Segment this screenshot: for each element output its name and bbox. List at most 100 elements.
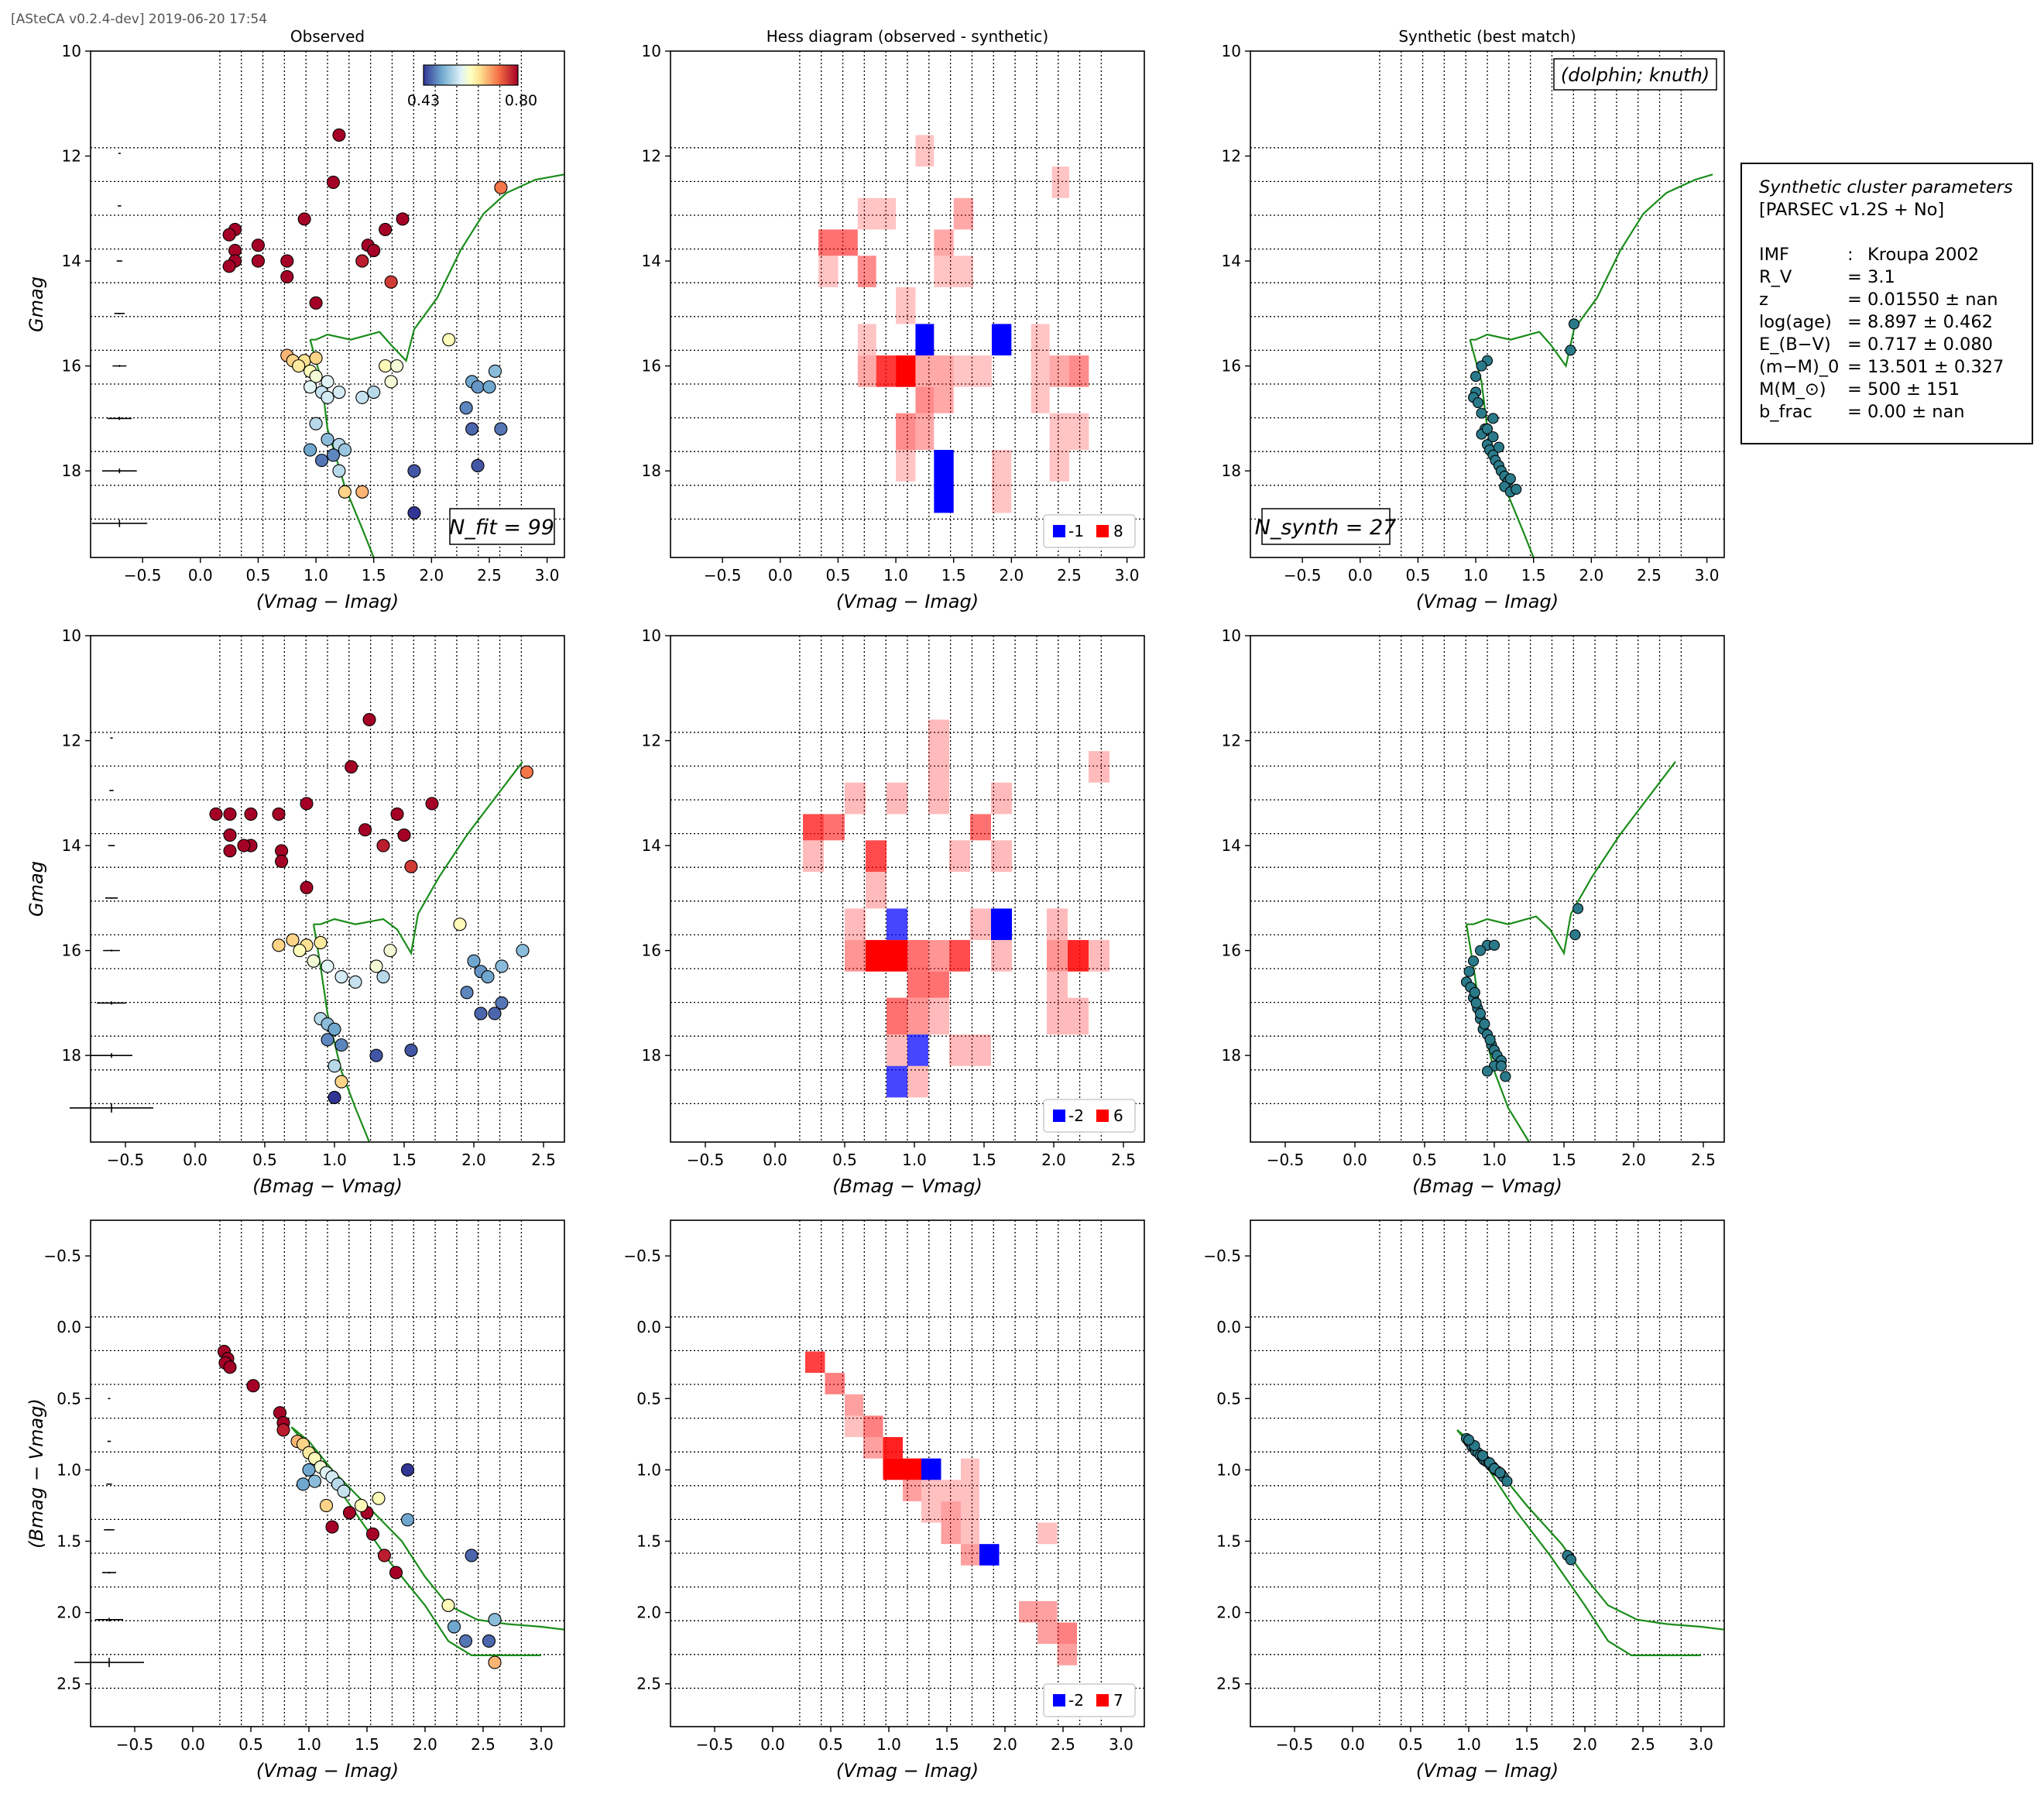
annotation-label: N_fit = 99 bbox=[449, 516, 554, 540]
synthetic-star bbox=[1487, 431, 1499, 443]
hess-cell bbox=[887, 782, 907, 815]
x-tick-label: 2.0 bbox=[999, 566, 1024, 585]
synthetic-star bbox=[1511, 483, 1522, 495]
hess-cell bbox=[907, 997, 928, 1035]
observed-star bbox=[400, 1463, 415, 1477]
y-tick-label: 2.0 bbox=[57, 1604, 81, 1622]
synthetic-star bbox=[1572, 903, 1584, 914]
observed-star bbox=[237, 839, 251, 852]
hess-cell bbox=[915, 324, 935, 356]
observed-star bbox=[467, 954, 481, 968]
observed-star bbox=[407, 506, 421, 520]
param-value: 0.717 ± 0.080 bbox=[1867, 334, 1993, 355]
y-tick-label: 16 bbox=[642, 357, 661, 376]
y-tick-label: 18 bbox=[1222, 461, 1241, 480]
x-tick-label: 2.5 bbox=[1051, 1735, 1075, 1754]
x-tick-label: 0.0 bbox=[188, 566, 213, 585]
hess-legend-pos-label: 7 bbox=[1113, 1691, 1123, 1710]
hess-cell bbox=[857, 355, 876, 387]
param-value: 0.01550 ± nan bbox=[1867, 290, 1998, 310]
x-tick-label: 0.0 bbox=[1348, 566, 1373, 585]
x-tick-label: 3.0 bbox=[1695, 566, 1720, 585]
observed-star bbox=[314, 454, 329, 468]
hess-cell bbox=[991, 840, 1012, 872]
y-tick-label: 12 bbox=[1222, 732, 1241, 750]
hess-cell bbox=[824, 814, 845, 841]
grid bbox=[1250, 636, 1724, 1142]
observed-star bbox=[302, 1463, 316, 1477]
x-tick-label: 1.5 bbox=[972, 1151, 996, 1169]
y-axis-label: Gmag bbox=[26, 861, 47, 917]
synthetic-star bbox=[1494, 1467, 1506, 1479]
observed-star bbox=[332, 128, 346, 142]
y-tick-label: 16 bbox=[1222, 942, 1241, 960]
y-tick-label: 14 bbox=[642, 252, 661, 270]
error-bars bbox=[91, 153, 148, 527]
observed-star bbox=[272, 807, 286, 821]
observed-star bbox=[321, 390, 334, 404]
param-value: 13.501 ± 0.327 bbox=[1867, 357, 2005, 377]
hess-cell bbox=[887, 997, 907, 1035]
param-sep: = bbox=[1847, 357, 1862, 377]
hess-cell bbox=[991, 940, 1012, 972]
x-tick-label: 2.0 bbox=[993, 1735, 1017, 1754]
observed-star bbox=[400, 1513, 415, 1527]
grid bbox=[670, 1220, 1144, 1727]
annotation-label: N_synth = 27 bbox=[1255, 516, 1397, 540]
observed-star bbox=[251, 254, 265, 268]
observed-star bbox=[376, 969, 390, 984]
hess-cell bbox=[845, 1415, 863, 1438]
y-tick-label: 0.5 bbox=[57, 1389, 81, 1408]
hess-legend-neg-label: -2 bbox=[1068, 1106, 1084, 1125]
synthetic-star bbox=[1481, 1065, 1494, 1077]
hess-cell bbox=[857, 256, 876, 287]
params-spacer bbox=[1759, 221, 2015, 244]
observed-star bbox=[516, 944, 530, 958]
hess-cell bbox=[1068, 413, 1089, 451]
param-row: E_(B−V) = 0.717 ± 0.080 bbox=[1759, 334, 2015, 356]
observed-star bbox=[460, 986, 474, 1000]
panel-r2c0: −0.5 0.0 0.5 1.0 1.5 2.0 2.5 3.0 −0.5 0.0 0.5 1.0 1.… bbox=[26, 1219, 565, 1782]
y-tick-label: 14 bbox=[62, 252, 81, 270]
y-tick-label: 18 bbox=[62, 1046, 81, 1065]
hess-cell bbox=[961, 1458, 979, 1480]
hess-cell bbox=[921, 1458, 941, 1480]
synthetic-star bbox=[1470, 997, 1482, 1009]
y-tick-label: 1.0 bbox=[57, 1460, 81, 1479]
colorbar bbox=[423, 64, 519, 86]
hess-cell bbox=[883, 1458, 903, 1480]
observed-star bbox=[246, 1379, 260, 1393]
observed-star bbox=[328, 1059, 341, 1073]
x-tick-label: 1.5 bbox=[355, 1735, 379, 1754]
observed-star bbox=[334, 1038, 348, 1052]
observed-star bbox=[379, 222, 393, 236]
observed-star bbox=[222, 228, 236, 242]
y-tick-label: 1.0 bbox=[636, 1460, 661, 1479]
hess-cell bbox=[1057, 1622, 1077, 1645]
x-tick-label: 0.0 bbox=[180, 1735, 205, 1754]
hess-legend-box bbox=[1043, 1683, 1136, 1717]
panel-r1c2: −0.5 0.0 0.5 1.0 1.5 2.0 2.5 10 12 14 16 18 (Bmag − … bbox=[1222, 626, 1725, 1197]
panel-r0c0: −0.5 0.0 0.5 1.0 1.5 2.0 2.5 3.0 10 12 14 16 18 (Vmag… bbox=[26, 27, 565, 612]
observed-star bbox=[379, 359, 393, 373]
hess-legend-pos-swatch bbox=[1096, 525, 1109, 537]
param-sep: = bbox=[1847, 267, 1862, 287]
synthetic-star bbox=[1470, 371, 1482, 382]
y-tick-label: 10 bbox=[1222, 42, 1241, 60]
x-axis-label: (Vmag − Imag) bbox=[1416, 1760, 1559, 1782]
param-sep: = bbox=[1847, 312, 1862, 332]
hess-cell bbox=[970, 814, 991, 841]
x-tick-label: −0.5 bbox=[107, 1151, 145, 1169]
observed-star bbox=[369, 1048, 383, 1062]
hess-cell bbox=[1031, 324, 1050, 356]
observed-star bbox=[355, 390, 369, 404]
hess-cell bbox=[876, 197, 897, 230]
observed-star bbox=[300, 797, 314, 811]
y-tick-label: 1.5 bbox=[1216, 1532, 1241, 1551]
hess-cell bbox=[915, 355, 935, 387]
x-tick-label: 2.5 bbox=[1057, 566, 1082, 585]
hess-cell bbox=[907, 940, 928, 972]
synthetic-star bbox=[1495, 1060, 1507, 1072]
param-row: log(age) = 8.897 ± 0.462 bbox=[1759, 311, 2015, 334]
x-tick-label: 1.0 bbox=[876, 1735, 901, 1754]
